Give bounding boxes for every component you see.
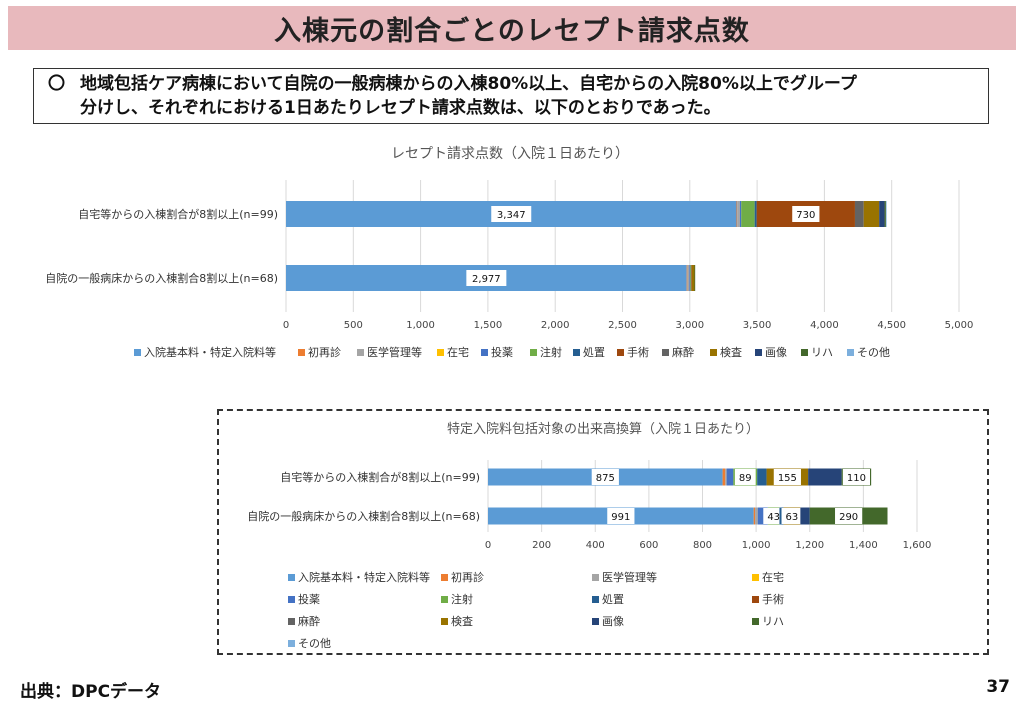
title-bar: 入棟元の割合ごとのレセプト請求点数 [8, 6, 1016, 50]
bar-segment [739, 201, 742, 227]
chart2-frame [217, 409, 989, 655]
x-tick-label: 4,000 [810, 320, 839, 331]
x-tick-label: 1,500 [474, 320, 503, 331]
legend-swatch [530, 349, 537, 356]
legend-swatch [437, 349, 444, 356]
legend-label: 画像 [765, 346, 787, 359]
bar-segment [863, 201, 880, 227]
page-number: 37 [986, 677, 1010, 697]
data-label: 730 [796, 210, 815, 221]
legend-swatch [573, 349, 580, 356]
legend-label: リハ [811, 346, 833, 359]
chart1-title: レセプト請求点数（入院１日あたり） [391, 146, 629, 162]
bar-segment [686, 265, 688, 291]
bar-segment [885, 201, 887, 227]
legend-swatch [801, 349, 808, 356]
category-label: 自宅等からの入棟割合が8割以上(n=99) [78, 207, 278, 221]
data-label: 2,977 [472, 274, 501, 285]
legend-swatch [755, 349, 762, 356]
bar-segment [690, 265, 691, 291]
source-note: 出典：DPCデータ [20, 682, 162, 702]
bar-segment [694, 265, 696, 291]
x-tick-label: 0 [283, 320, 289, 331]
legend-label: その他 [857, 346, 890, 359]
legend-label: 初再診 [308, 345, 341, 359]
legend-label: 手術 [627, 345, 649, 359]
category-label: 自院の一般病床からの入棟割合8割以上(n=68) [45, 271, 278, 285]
legend-label: 在宅 [447, 345, 469, 359]
chart2-title: 特定入院料包括対象の出来高換算（入院１日あたり） [446, 422, 759, 437]
data-label: 3,347 [497, 210, 526, 221]
data-label-bg [792, 206, 820, 222]
bar-segment [691, 265, 692, 291]
summary-text-2: 分けし、それぞれにおける1日あたりレセプト請求点数は、以下のとおりであった。 [80, 98, 721, 118]
x-tick-label: 3,000 [675, 320, 704, 331]
legend-swatch [710, 349, 717, 356]
bar-segment [689, 265, 691, 291]
bar-segment [286, 201, 737, 227]
bar-segment [884, 201, 886, 227]
legend-swatch [617, 349, 624, 356]
legend-label: 麻酔 [672, 345, 694, 359]
legend-label: 検査 [720, 345, 742, 359]
x-tick-label: 2,000 [541, 320, 570, 331]
legend-swatch [662, 349, 669, 356]
bar-segment [854, 201, 864, 227]
bar-segment [756, 201, 855, 227]
summary-text-1: 地域包括ケア病棟において自院の一般病棟からの入棟80%以上、自宅からの入院80%… [80, 74, 857, 94]
legend-label: 処置 [583, 346, 605, 359]
x-tick-label: 500 [344, 320, 363, 331]
bar-segment [286, 265, 687, 291]
legend-label: 入院基本料・特定入院料等 [144, 345, 276, 359]
data-label-bg [491, 206, 532, 222]
bar-segment [736, 201, 738, 227]
bar-segment [690, 265, 692, 291]
legend-swatch [481, 349, 488, 356]
bar-segment [741, 201, 755, 227]
x-tick-label: 4,500 [877, 320, 906, 331]
summary-line-1: 〇地域包括ケア病棟において自院の一般病棟からの入棟80%以上、自宅からの入院80… [48, 72, 976, 96]
bullet-icon: 〇 [48, 74, 65, 94]
x-tick-label: 2,500 [608, 320, 637, 331]
bar-segment [754, 201, 757, 227]
legend-swatch [298, 349, 305, 356]
summary-box: 〇地域包括ケア病棟において自院の一般病棟からの入棟80%以上、自宅からの入院80… [33, 68, 989, 124]
legend-swatch [847, 349, 854, 356]
bar-segment [879, 201, 885, 227]
legend-swatch [357, 349, 364, 356]
x-tick-label: 1,000 [406, 320, 435, 331]
legend-label: 注射 [540, 345, 562, 359]
page-title: 入棟元の割合ごとのレセプト請求点数 [274, 15, 750, 47]
legend-label: 投薬 [491, 345, 513, 359]
legend-label: 医学管理等 [367, 345, 422, 359]
x-tick-label: 5,000 [945, 320, 974, 331]
legend-swatch [134, 349, 141, 356]
bar-segment [737, 201, 740, 227]
data-label-bg [466, 270, 507, 286]
x-tick-label: 3,500 [743, 320, 772, 331]
bar-segment [687, 265, 690, 291]
bar-segment [691, 265, 695, 291]
